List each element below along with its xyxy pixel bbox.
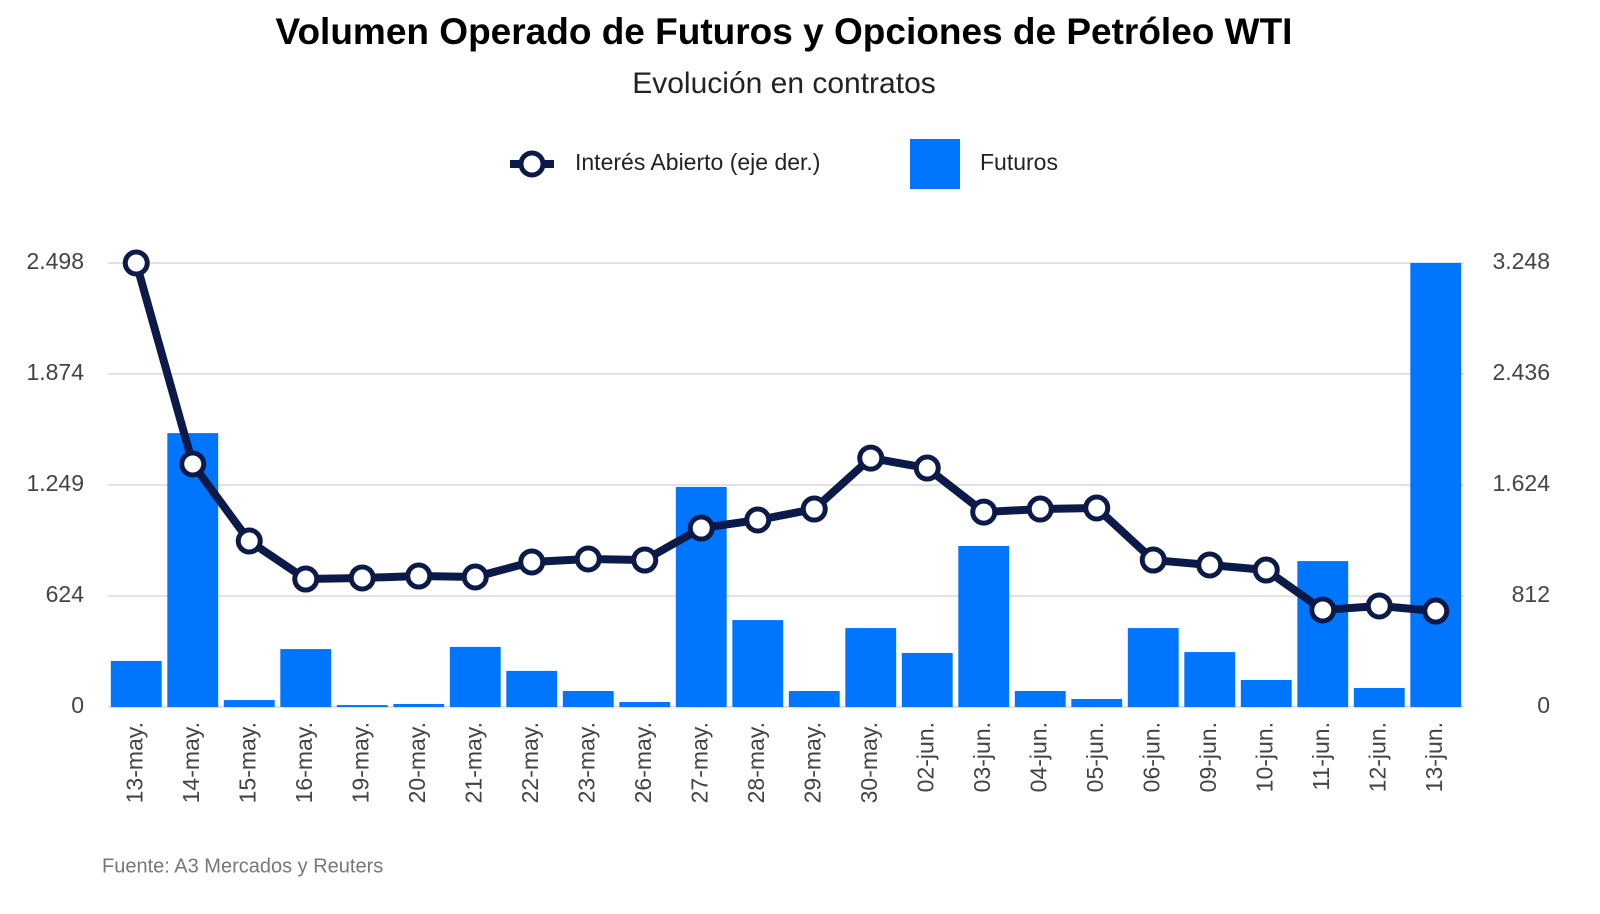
bar — [619, 702, 671, 707]
line-marker — [461, 563, 489, 591]
x-tick-label: 03-jun. — [969, 722, 995, 792]
line — [132, 261, 1437, 616]
bar — [110, 660, 162, 707]
line-marker — [1422, 597, 1450, 625]
line-marker — [857, 444, 885, 472]
y2-tick-label: 0 — [1537, 692, 1550, 718]
bar — [506, 670, 558, 707]
bar — [1014, 691, 1066, 707]
bar — [336, 705, 388, 707]
bar — [845, 628, 897, 707]
line-marker — [1365, 592, 1393, 620]
bar — [1127, 628, 1179, 707]
bar — [1297, 561, 1349, 707]
x-tick-label: 13-jun. — [1421, 722, 1447, 792]
line-marker — [122, 249, 150, 277]
bar — [167, 433, 219, 707]
line-marker — [405, 562, 433, 590]
line-marker — [179, 450, 207, 478]
x-tick-label: 16-may. — [291, 722, 317, 803]
line-marker — [1252, 556, 1280, 584]
x-tick-label: 23-may. — [573, 722, 599, 803]
y-tick-label: 0 — [71, 692, 84, 718]
x-tick-label: 04-jun. — [1025, 722, 1051, 792]
x-tick-label: 30-may. — [856, 722, 882, 803]
line-marker — [913, 454, 941, 482]
y2-tick-label: 1.624 — [1492, 470, 1550, 496]
line-marker — [687, 514, 715, 542]
line-marker — [292, 565, 320, 593]
bar — [958, 545, 1010, 707]
bar — [1353, 687, 1405, 707]
line-marker — [970, 498, 998, 526]
line-marker — [348, 564, 376, 592]
line-marker — [235, 527, 263, 555]
x-tick-label: 12-jun. — [1364, 722, 1390, 792]
line-marker — [744, 506, 772, 534]
y-tick-label: 2.498 — [26, 248, 84, 274]
y-tick-label: 1.874 — [26, 359, 84, 385]
x-tick-label: 29-may. — [799, 722, 825, 803]
line-marker — [631, 546, 659, 574]
bar — [449, 646, 501, 707]
bar — [1410, 263, 1462, 707]
x-tick-label: 19-may. — [347, 722, 373, 803]
source-note: Fuente: A3 Mercados y Reuters — [102, 855, 383, 877]
x-tick-label: 02-jun. — [912, 722, 938, 792]
x-tick-label: 10-jun. — [1251, 722, 1277, 792]
bar — [1184, 652, 1236, 707]
bar — [562, 691, 614, 707]
bar — [393, 703, 445, 707]
x-tick-label: 21-may. — [460, 722, 486, 803]
legend-label: Futuros — [980, 149, 1058, 175]
x-tick-label: 20-may. — [404, 722, 430, 803]
chart-subtitle: Evolución en contratos — [632, 67, 936, 100]
legend-swatch — [910, 139, 960, 189]
bar — [901, 652, 953, 707]
line-marker — [1139, 546, 1167, 574]
x-tick-label: 22-may. — [517, 722, 543, 803]
line-marker — [800, 495, 828, 523]
x-tick-label: 14-may. — [178, 722, 204, 803]
y2-tick-label: 812 — [1512, 581, 1550, 607]
line-marker — [1309, 596, 1337, 624]
chart-title: Volumen Operado de Futuros y Opciones de… — [276, 11, 1293, 52]
y2-tick-label: 2.436 — [1492, 359, 1550, 385]
x-tick-label: 05-jun. — [1082, 722, 1108, 792]
x-tick-label: 11-jun. — [1308, 722, 1334, 791]
bar — [732, 620, 784, 707]
x-tick-label: 13-may. — [121, 722, 147, 803]
y-tick-label: 1.249 — [26, 470, 84, 496]
line-marker — [574, 545, 602, 573]
bar — [788, 691, 840, 707]
x-tick-label: 06-jun. — [1138, 722, 1164, 792]
x-tick-label: 26-may. — [630, 722, 656, 803]
bar — [1240, 679, 1292, 707]
line-marker — [1196, 551, 1224, 579]
legend-label: Interés Abierto (eje der.) — [575, 149, 820, 175]
bar — [1071, 699, 1123, 707]
y2-tick-label: 3.248 — [1492, 248, 1550, 274]
x-tick-label: 09-jun. — [1195, 722, 1221, 792]
line-marker — [1083, 494, 1111, 522]
x-tick-label: 27-may. — [686, 722, 712, 803]
legend-marker — [518, 150, 546, 178]
x-tick-label: 28-may. — [743, 722, 769, 803]
line-marker — [518, 548, 546, 576]
line-marker — [1026, 495, 1054, 523]
y-tick-label: 624 — [46, 581, 85, 607]
x-tick-label: 15-may. — [234, 722, 260, 803]
bar — [280, 649, 332, 707]
bar — [223, 700, 275, 707]
